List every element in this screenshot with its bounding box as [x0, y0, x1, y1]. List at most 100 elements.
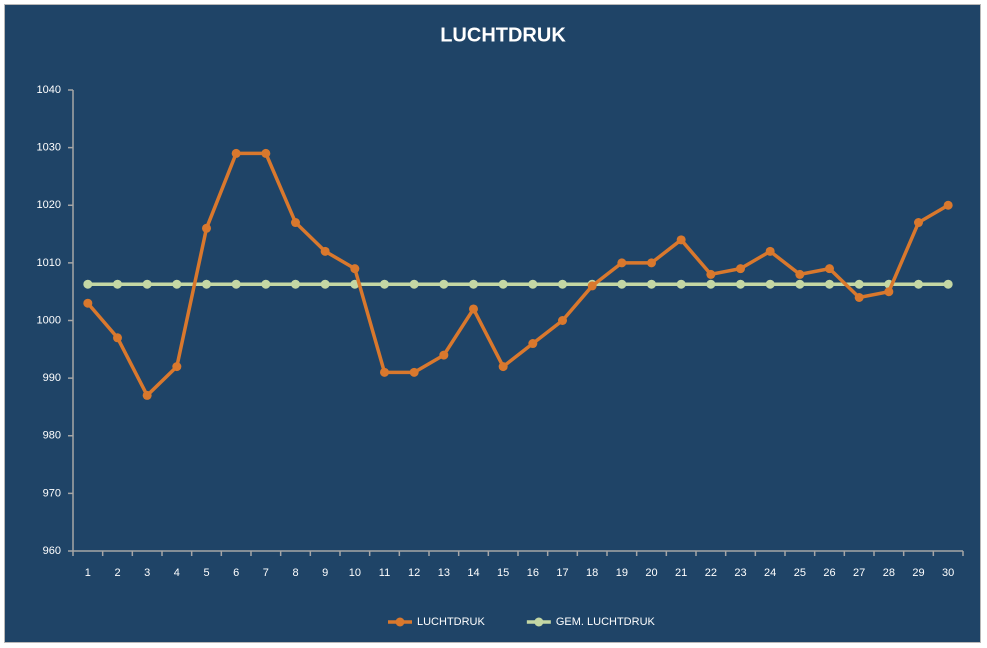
point: [380, 367, 389, 377]
point: [498, 279, 508, 289]
point: [676, 279, 686, 289]
point: [706, 279, 716, 289]
point: [528, 339, 538, 349]
point: [380, 279, 389, 289]
point: [617, 279, 627, 289]
point: [320, 246, 330, 256]
point: [291, 218, 300, 228]
x-tick-label: 1: [85, 567, 91, 579]
x-tick-label: 2: [114, 567, 120, 579]
point: [498, 362, 508, 372]
point: [231, 279, 241, 289]
point: [825, 279, 834, 289]
point: [231, 148, 241, 158]
y-tick-label: 1040: [37, 84, 61, 96]
point: [765, 279, 775, 289]
x-tick-label: 8: [292, 567, 298, 579]
x-tick-label: 16: [527, 567, 539, 579]
point: [914, 218, 923, 228]
point: [469, 279, 478, 289]
legend-label: GEM. LUCHTDRUK: [556, 616, 656, 628]
x-tick-label: 4: [174, 567, 180, 579]
x-tick-label: 15: [497, 567, 509, 579]
x-tick-label: 14: [467, 567, 479, 579]
point: [795, 269, 805, 279]
x-tick-label: 11: [379, 567, 390, 579]
x-tick-label: 21: [675, 567, 687, 579]
series-line: [86, 151, 950, 399]
point: [765, 246, 775, 256]
x-tick-label: 10: [349, 567, 361, 579]
y-tick-label: 990: [43, 372, 61, 384]
point: [795, 279, 805, 289]
point: [528, 279, 538, 289]
x-tick-label: 28: [883, 567, 895, 579]
y-tick-label: 1030: [37, 142, 61, 154]
point: [142, 390, 152, 400]
point: [291, 279, 300, 289]
point: [409, 279, 419, 289]
x-tick-label: 9: [322, 567, 328, 579]
point: [172, 279, 182, 289]
point: [587, 281, 597, 291]
point: [617, 258, 627, 268]
y-tick-label: 1020: [37, 199, 61, 211]
y-tick-label: 980: [43, 430, 61, 442]
point: [854, 292, 864, 302]
point: [261, 148, 271, 158]
point: [409, 367, 419, 377]
legend-label: LUCHTDRUK: [417, 616, 486, 628]
x-tick-label: 3: [144, 567, 150, 579]
point: [113, 333, 122, 343]
point: [261, 279, 271, 289]
x-tick-label: 25: [794, 567, 806, 579]
x-tick-label: 29: [912, 567, 924, 579]
x-tick-label: 7: [263, 567, 269, 579]
point: [647, 258, 656, 268]
chart-background: [4, 4, 981, 643]
point: [142, 279, 152, 289]
x-tick-label: 18: [586, 567, 598, 579]
x-tick-label: 20: [645, 567, 657, 579]
point: [83, 298, 93, 308]
point: [350, 264, 360, 274]
legend-marker: [395, 617, 405, 627]
chart-title: LUCHTDRUK: [440, 24, 566, 46]
point: [439, 279, 449, 289]
point: [320, 279, 330, 289]
x-tick-label: 5: [203, 567, 209, 579]
x-tick-label: 19: [616, 567, 628, 579]
point: [825, 264, 834, 274]
x-tick-label: 6: [233, 567, 239, 579]
point: [439, 350, 449, 360]
point: [113, 279, 122, 289]
point: [202, 279, 211, 289]
point: [854, 279, 864, 289]
point: [469, 304, 478, 314]
x-tick-label: 22: [705, 567, 717, 579]
x-tick-label: 30: [942, 567, 954, 579]
point: [914, 279, 923, 289]
point: [202, 223, 211, 233]
point: [83, 279, 93, 289]
y-tick-label: 970: [43, 487, 61, 499]
point: [558, 279, 567, 289]
point: [736, 264, 745, 274]
x-tick-label: 24: [764, 567, 776, 579]
point: [943, 200, 953, 210]
point: [736, 279, 745, 289]
point: [172, 362, 182, 372]
x-tick-label: 13: [438, 567, 450, 579]
x-tick-label: 12: [408, 567, 420, 579]
legend-marker: [534, 617, 544, 627]
x-tick-label: 26: [823, 567, 835, 579]
point: [558, 316, 567, 325]
point: [706, 269, 716, 279]
point: [676, 235, 686, 245]
y-tick-label: 960: [43, 545, 61, 557]
x-tick-label: 17: [556, 567, 568, 579]
y-tick-label: 1000: [37, 314, 61, 326]
point: [943, 279, 953, 289]
y-tick-label: 1010: [37, 257, 61, 269]
